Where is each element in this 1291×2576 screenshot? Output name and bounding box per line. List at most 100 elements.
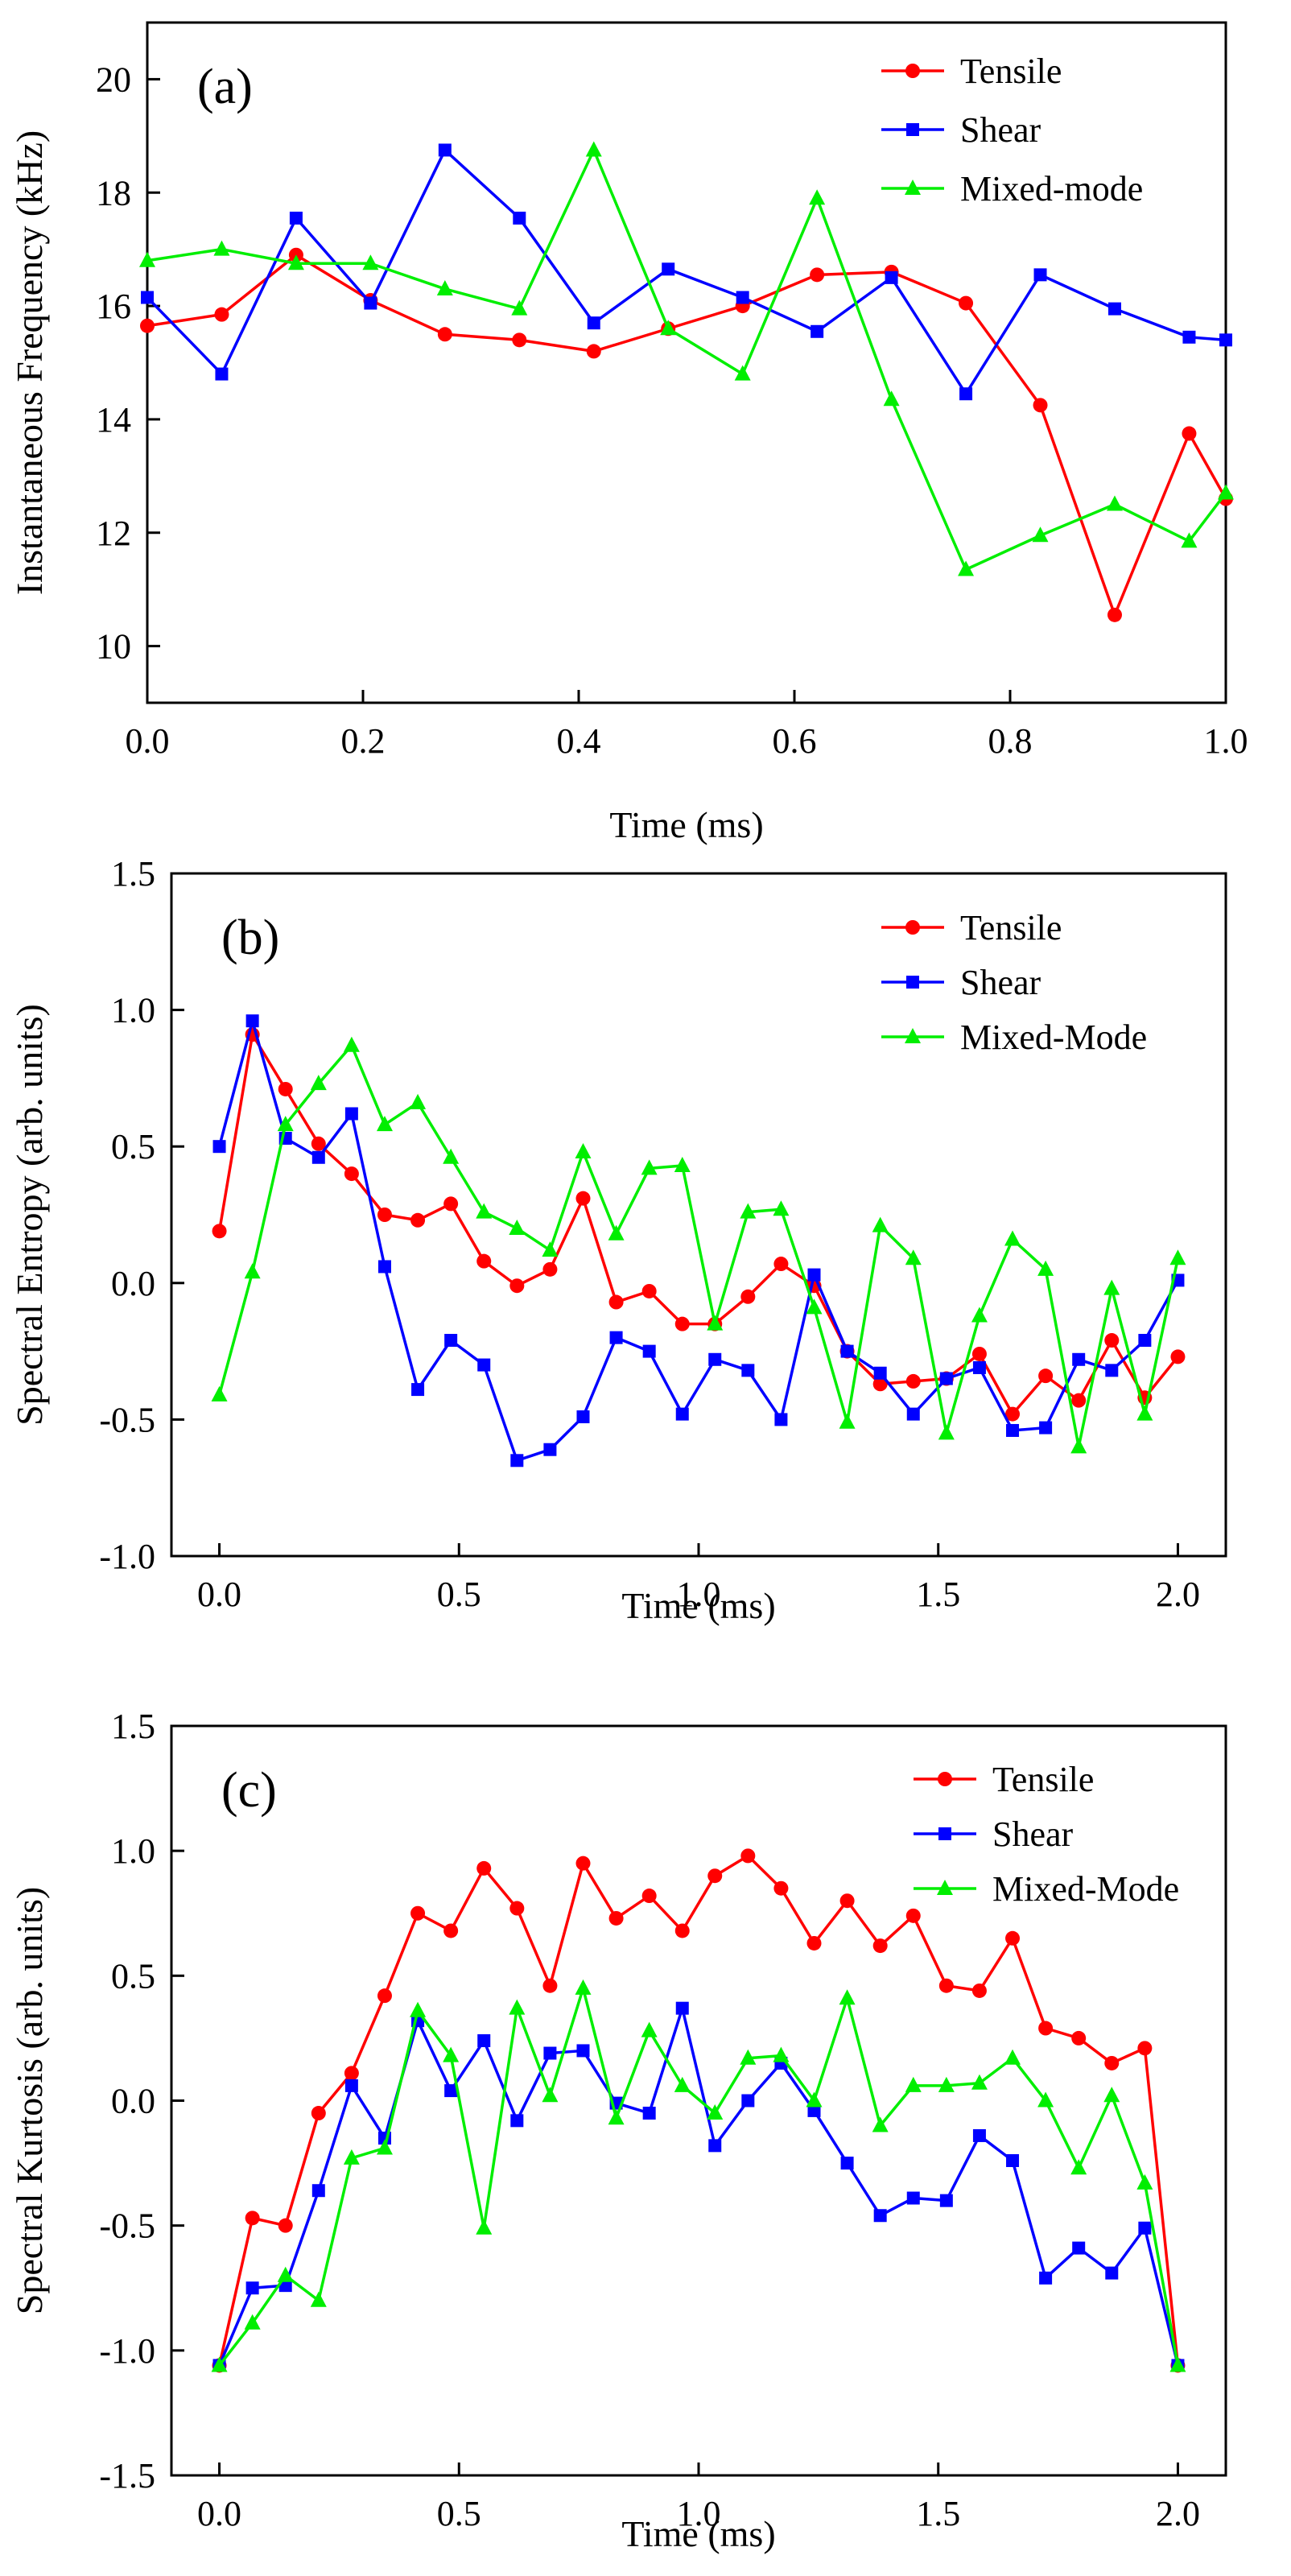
panel-c-mixed-mode-point — [971, 2074, 988, 2090]
panel-b-mixed-mode-point — [872, 1216, 889, 1232]
panel-b-tensile-point — [212, 1224, 227, 1239]
panel-b-shear-point — [741, 1364, 755, 1377]
panel-a-tensile-point — [586, 344, 601, 359]
panel-a-chart: 0.0 0.2 0.4 0.6 0.8 1.0 10 12 14 16 18 20 Time (ms) I… — [9, 21, 1248, 845]
panel-c-tensile-point — [278, 2218, 293, 2233]
panel-c-mixed-mode-point — [443, 2046, 460, 2062]
panel-c-series-mixed-mode — [211, 1979, 1186, 2372]
panel-c-mixed-mode-point — [476, 2219, 493, 2235]
panel-b-mixed-mode-point — [971, 1307, 988, 1323]
panel-a-tensile-point — [214, 307, 229, 322]
panel-b-shear-point — [477, 1358, 491, 1372]
panel-a-x-tick-label: 1.0 — [1204, 721, 1248, 761]
panel-c-shear-point — [1072, 2241, 1086, 2255]
panel-b-shear-point — [675, 1407, 689, 1421]
panel-b-mixed-mode-point — [674, 1156, 691, 1172]
panel-b-shear-point — [708, 1352, 722, 1366]
panel-c-tensile-point — [839, 1893, 855, 1909]
panel-b-shear-point — [1072, 1352, 1086, 1366]
panel-c-tensile-point — [575, 1856, 591, 1871]
panel-b-legend-shear-swatch-marker — [906, 976, 919, 989]
panel-b-mixed-mode-point — [839, 1413, 856, 1429]
panel-c-tensile-line — [217, 1854, 1180, 2366]
panel-b-tensile-point — [674, 1316, 690, 1331]
panel-c-mixed-mode-point — [1169, 2356, 1186, 2372]
panel-c-mixed-mode-point — [740, 2049, 757, 2065]
panel-c-mixed-mode-point — [1103, 2087, 1120, 2103]
panel-c-y-tick-label: 1.5 — [111, 1707, 155, 1746]
panel-b-shear-point — [840, 1344, 854, 1358]
panel-c-tensile-point — [542, 1978, 558, 1993]
panel-b-y-tick-label: 0.0 — [111, 1264, 155, 1303]
panel-b-series-shear — [212, 1014, 1185, 1468]
panel-b-legend-mixed-mode-swatch-marker — [905, 1028, 921, 1043]
panel-c-mixed-mode-point — [1070, 2159, 1087, 2175]
panel-c-legend-tensile-swatch-marker — [938, 1772, 952, 1786]
panel-b-shear-point — [576, 1410, 590, 1424]
panel-c-tensile-point — [1137, 2041, 1153, 2056]
panel-c-tensile-point — [1104, 2055, 1120, 2070]
panel-c-shear-point — [311, 2184, 325, 2198]
panel-a-tensile-point — [810, 267, 825, 283]
panel-b-legend-tensile-swatch-marker — [905, 920, 920, 935]
panel-a-legend: Tensile Shear Mixed-mode — [881, 52, 1143, 208]
panel-c-legend-shear-swatch-marker — [938, 1827, 951, 1840]
panel-c-shear-point — [543, 2046, 557, 2060]
panel-b-tensile-point — [971, 1346, 987, 1361]
panel-a-tensile-point — [1107, 607, 1122, 622]
panel-b-shear-point — [245, 1014, 259, 1028]
panel-c-shear-point — [1006, 2153, 1020, 2167]
panel-b-mixed-mode-point — [1103, 1279, 1120, 1295]
panel-a-x-tick-label: 0.6 — [773, 721, 817, 761]
panel-b-mixed-mode-point — [707, 1315, 724, 1331]
panel-a-mixed-mode-point — [287, 254, 304, 270]
panel-a-tensile-point — [1182, 426, 1197, 441]
panel-a-shear-point — [662, 262, 675, 276]
panel-c-mixed-mode-point — [872, 2116, 889, 2132]
panel-a-series-mixed-mode — [139, 141, 1234, 576]
panel-b-shear-point — [939, 1372, 953, 1385]
panel-c-tensile-point — [1038, 2021, 1054, 2036]
panel-b-shear-point — [1006, 1423, 1020, 1437]
panel-c-y-tick-label: -0.5 — [99, 2207, 155, 2246]
panel-c-legend: Tensile Shear Mixed-Mode — [914, 1760, 1179, 1909]
panel-c-tensile-point — [971, 1983, 987, 1998]
panel-b-mixed-mode-point — [310, 1075, 327, 1091]
panel-c-y-axis-title: Spectral Kurtosis (arb. units) — [9, 1887, 50, 2314]
panel-b-mixed-mode-point — [244, 1263, 261, 1279]
panel-b-plot-frame — [170, 872, 1227, 1558]
panel-c-tensile-point — [1005, 1930, 1021, 1946]
panel-a-shear-point — [215, 367, 229, 381]
panel-c-legend-tensile-label: Tensile — [992, 1760, 1094, 1799]
panel-c-tensile-point — [707, 1868, 723, 1884]
panel-a-shear-point — [289, 211, 303, 225]
panel-b-x-tick-label: 2.0 — [1156, 1575, 1200, 1614]
panel-c-tensile-point — [905, 1908, 921, 1923]
panel-c-legend-mixed-mode-label: Mixed-Mode — [992, 1869, 1179, 1909]
panel-b-shear-point — [311, 1150, 325, 1164]
panel-b-mixed-mode-point — [376, 1116, 393, 1132]
panel-b-label: (b) — [221, 910, 279, 965]
panel-a-x-tick-label: 0.0 — [126, 721, 170, 761]
panel-b-shear-point — [510, 1454, 524, 1468]
panel-a-tensile-point — [959, 295, 974, 311]
panel-c-x-tick-label: 0.5 — [437, 2494, 481, 2533]
panel-a-legend-shear-swatch-marker — [906, 123, 919, 136]
panel-b-legend-shear-label: Shear — [960, 963, 1041, 1002]
panel-c-tensile-point — [872, 1938, 888, 1954]
panel-c-shear-point — [939, 2194, 953, 2207]
panel-b-mixed-mode-point — [277, 1116, 294, 1132]
panel-a-shear-point — [141, 291, 154, 304]
panel-c-y-tick-label: 1.0 — [111, 1831, 155, 1871]
panel-a-mixed-mode-line — [146, 148, 1227, 572]
panel-b-tensile-point — [443, 1196, 459, 1212]
panel-c-mixed-mode-point — [1004, 2049, 1021, 2065]
panel-a-shear-point — [1107, 302, 1121, 316]
panel-b-chart: 0.0 0.5 1.0 1.5 2.0 -1.0 -0.5 0.0 0.5 1.0 1.5 Time … — [9, 854, 1227, 1626]
panel-c-shear-point — [1138, 2221, 1152, 2235]
panel-b-mixed-mode-point — [1004, 1230, 1021, 1246]
panel-a-shear-point — [736, 291, 749, 304]
panel-a-mixed-mode-point — [734, 365, 751, 381]
panel-c-mixed-mode-point — [509, 1999, 526, 2015]
